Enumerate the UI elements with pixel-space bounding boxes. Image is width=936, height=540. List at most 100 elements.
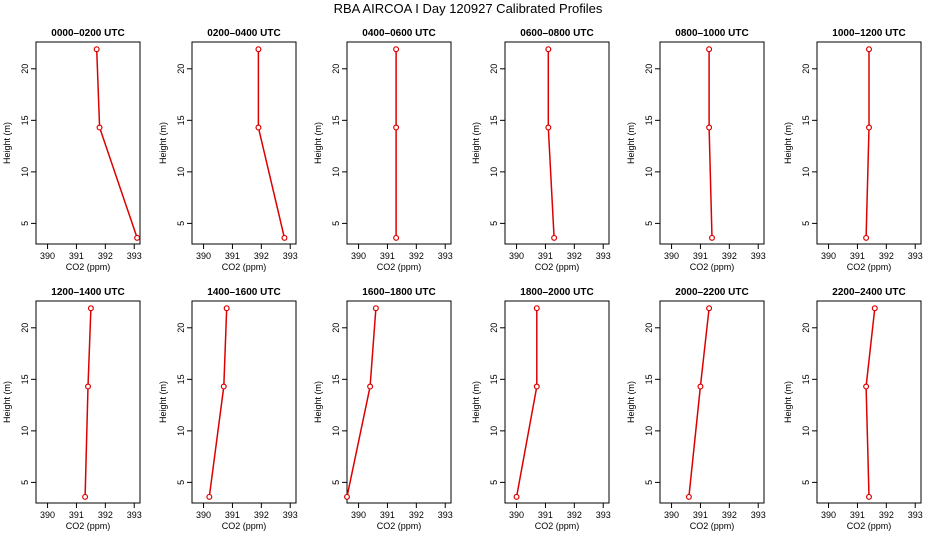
y-tick-label: 20 — [331, 64, 341, 74]
data-point — [393, 124, 400, 131]
panel: 2000–2200 UTC 390 391 392 393 5 10 15 20 CO2 (ppm… — [626, 287, 766, 531]
x-tick-label: 393 — [127, 510, 142, 520]
x-axis-label: CO2 (ppm) — [535, 521, 580, 531]
data-point — [281, 234, 288, 241]
x-tick-label: 393 — [596, 251, 611, 261]
y-tick-label: 5 — [489, 480, 499, 485]
panel-title: 1800–2000 UTC — [520, 287, 593, 298]
plot-frame — [659, 41, 765, 245]
x-tick-label: 392 — [254, 510, 269, 520]
panel: 1200–1400 UTC 390 391 392 393 5 10 15 20 CO2 (ppm… — [2, 287, 142, 531]
profile-line — [346, 308, 377, 497]
y-axis-label: Height (m) — [626, 122, 636, 164]
x-tick-label: 393 — [127, 251, 142, 261]
x-tick-label: 390 — [509, 510, 524, 520]
x-tick-label: 391 — [693, 251, 708, 261]
y-tick-label: 5 — [20, 480, 30, 485]
panel: 0800–1000 UTC 390 391 392 393 5 10 15 20 CO2 (ppm… — [626, 28, 766, 272]
x-tick-label: 391 — [69, 251, 84, 261]
x-axis-label: CO2 (ppm) — [847, 521, 892, 531]
x-tick-label: 390 — [196, 510, 211, 520]
y-tick-label: 10 — [176, 426, 186, 436]
x-tick-label: 391 — [380, 251, 395, 261]
y-axis-label: Height (m) — [2, 122, 12, 164]
profile-line — [95, 49, 138, 239]
data-point — [706, 46, 713, 53]
y-tick-label: 15 — [176, 374, 186, 384]
y-tick-label: 5 — [489, 221, 499, 226]
y-tick-label: 20 — [644, 323, 654, 333]
plot-frame — [659, 300, 765, 504]
y-tick-label: 15 — [176, 115, 186, 125]
x-tick-label: 392 — [409, 510, 424, 520]
x-axis-label: CO2 (ppm) — [222, 262, 267, 272]
x-tick-label: 392 — [98, 251, 113, 261]
x-tick-label: 391 — [538, 251, 553, 261]
data-point — [871, 305, 878, 312]
y-axis-label: Height (m) — [158, 381, 168, 423]
y-tick-label: 5 — [176, 480, 186, 485]
y-axis-label: Height (m) — [783, 381, 793, 423]
panel-title: 1400–1600 UTC — [207, 287, 280, 298]
panel: 0600–0800 UTC 390 391 392 393 5 10 15 20 CO2 (ppm… — [471, 28, 611, 272]
y-tick-label: 15 — [20, 374, 30, 384]
x-tick-label: 390 — [664, 251, 679, 261]
x-axis-label: CO2 (ppm) — [535, 262, 580, 272]
x-tick-label: 390 — [351, 251, 366, 261]
data-point — [393, 234, 400, 241]
x-tick-label: 393 — [596, 510, 611, 520]
y-tick-label: 20 — [20, 323, 30, 333]
panel: 1800–2000 UTC 390 391 392 393 5 10 15 20 CO2 (ppm… — [471, 287, 611, 531]
plot-frame — [191, 300, 297, 504]
x-tick-label: 390 — [351, 510, 366, 520]
data-point — [685, 493, 692, 500]
data-point — [708, 234, 715, 241]
x-tick-label: 391 — [693, 510, 708, 520]
profile-line — [515, 308, 538, 497]
x-tick-label: 393 — [438, 510, 453, 520]
panel-title: 0400–0600 UTC — [362, 28, 435, 39]
x-axis-label: CO2 (ppm) — [222, 521, 267, 531]
x-tick-label: 390 — [40, 510, 55, 520]
plot-frame — [35, 41, 141, 245]
y-tick-label: 15 — [801, 374, 811, 384]
data-point — [865, 493, 872, 500]
y-tick-label: 10 — [176, 167, 186, 177]
x-axis-label: CO2 (ppm) — [377, 521, 422, 531]
y-tick-label: 5 — [331, 221, 341, 226]
y-tick-label: 10 — [20, 426, 30, 436]
y-tick-label: 20 — [644, 64, 654, 74]
data-point — [220, 383, 227, 390]
x-axis-label: CO2 (ppm) — [847, 262, 892, 272]
y-tick-label: 15 — [801, 115, 811, 125]
x-tick-label: 392 — [409, 251, 424, 261]
plot-frame — [346, 300, 452, 504]
plot-frame — [816, 41, 922, 245]
y-tick-label: 15 — [489, 115, 499, 125]
data-point — [863, 383, 870, 390]
plot-frame — [191, 41, 297, 245]
data-point — [513, 493, 520, 500]
y-tick-label: 20 — [20, 64, 30, 74]
x-tick-label: 391 — [225, 251, 240, 261]
x-tick-label: 390 — [664, 510, 679, 520]
profile-line — [688, 308, 710, 497]
data-point — [545, 124, 552, 131]
plot-frame — [346, 41, 452, 245]
data-point — [706, 305, 713, 312]
y-axis-label: Height (m) — [313, 381, 323, 423]
data-point — [372, 305, 379, 312]
x-tick-label: 393 — [751, 251, 766, 261]
y-axis-label: Height (m) — [783, 122, 793, 164]
x-tick-label: 392 — [567, 510, 582, 520]
data-point — [551, 234, 558, 241]
panel: 2200–2400 UTC 390 391 392 393 5 10 15 20 CO2 (ppm… — [783, 287, 923, 531]
panels: 0000–0200 UTC 390 391 392 393 5 10 15 20 CO2 (ppm… — [2, 28, 923, 531]
data-point — [87, 305, 94, 312]
y-tick-label: 20 — [801, 323, 811, 333]
panel-title: 1000–1200 UTC — [832, 28, 905, 39]
plot-frame — [816, 300, 922, 504]
profile-line — [208, 308, 228, 497]
y-tick-label: 10 — [644, 167, 654, 177]
